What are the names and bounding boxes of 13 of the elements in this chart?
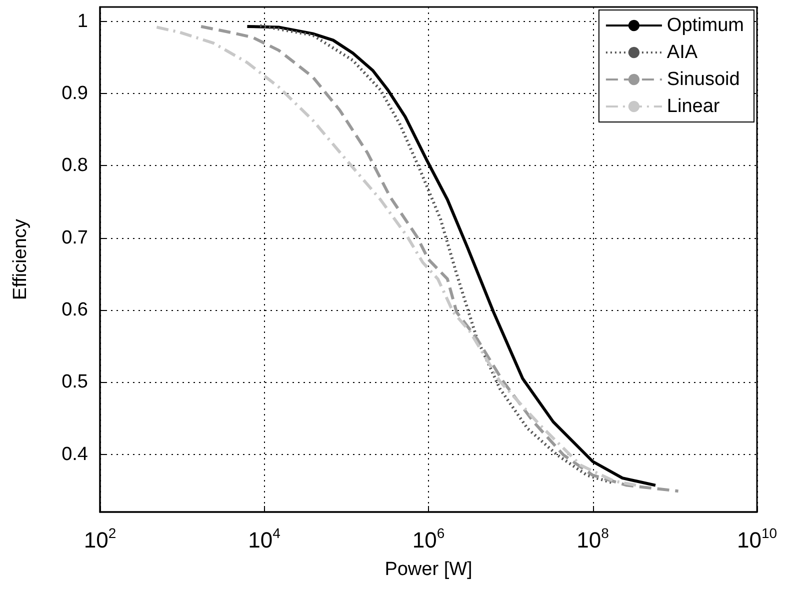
- legend-label: AIA: [666, 42, 698, 63]
- y-tick-label: 0.5: [62, 372, 88, 393]
- y-tick-label: 1: [77, 10, 88, 32]
- legend-label: Optimum: [666, 15, 744, 36]
- y-tick-label: 0.4: [62, 444, 88, 465]
- y-tick-label: 0.6: [62, 300, 88, 320]
- legend-label: Sinusoid: [666, 69, 740, 90]
- y-tick-label: 0.7: [62, 227, 88, 248]
- y-tick-label: 0.9: [62, 83, 88, 104]
- y-tick-label: 0.8: [62, 155, 88, 176]
- y-axis-title: Efficiency: [10, 218, 31, 300]
- legend-label: Linear: [666, 96, 720, 117]
- x-axis-title: Power [W]: [384, 559, 472, 580]
